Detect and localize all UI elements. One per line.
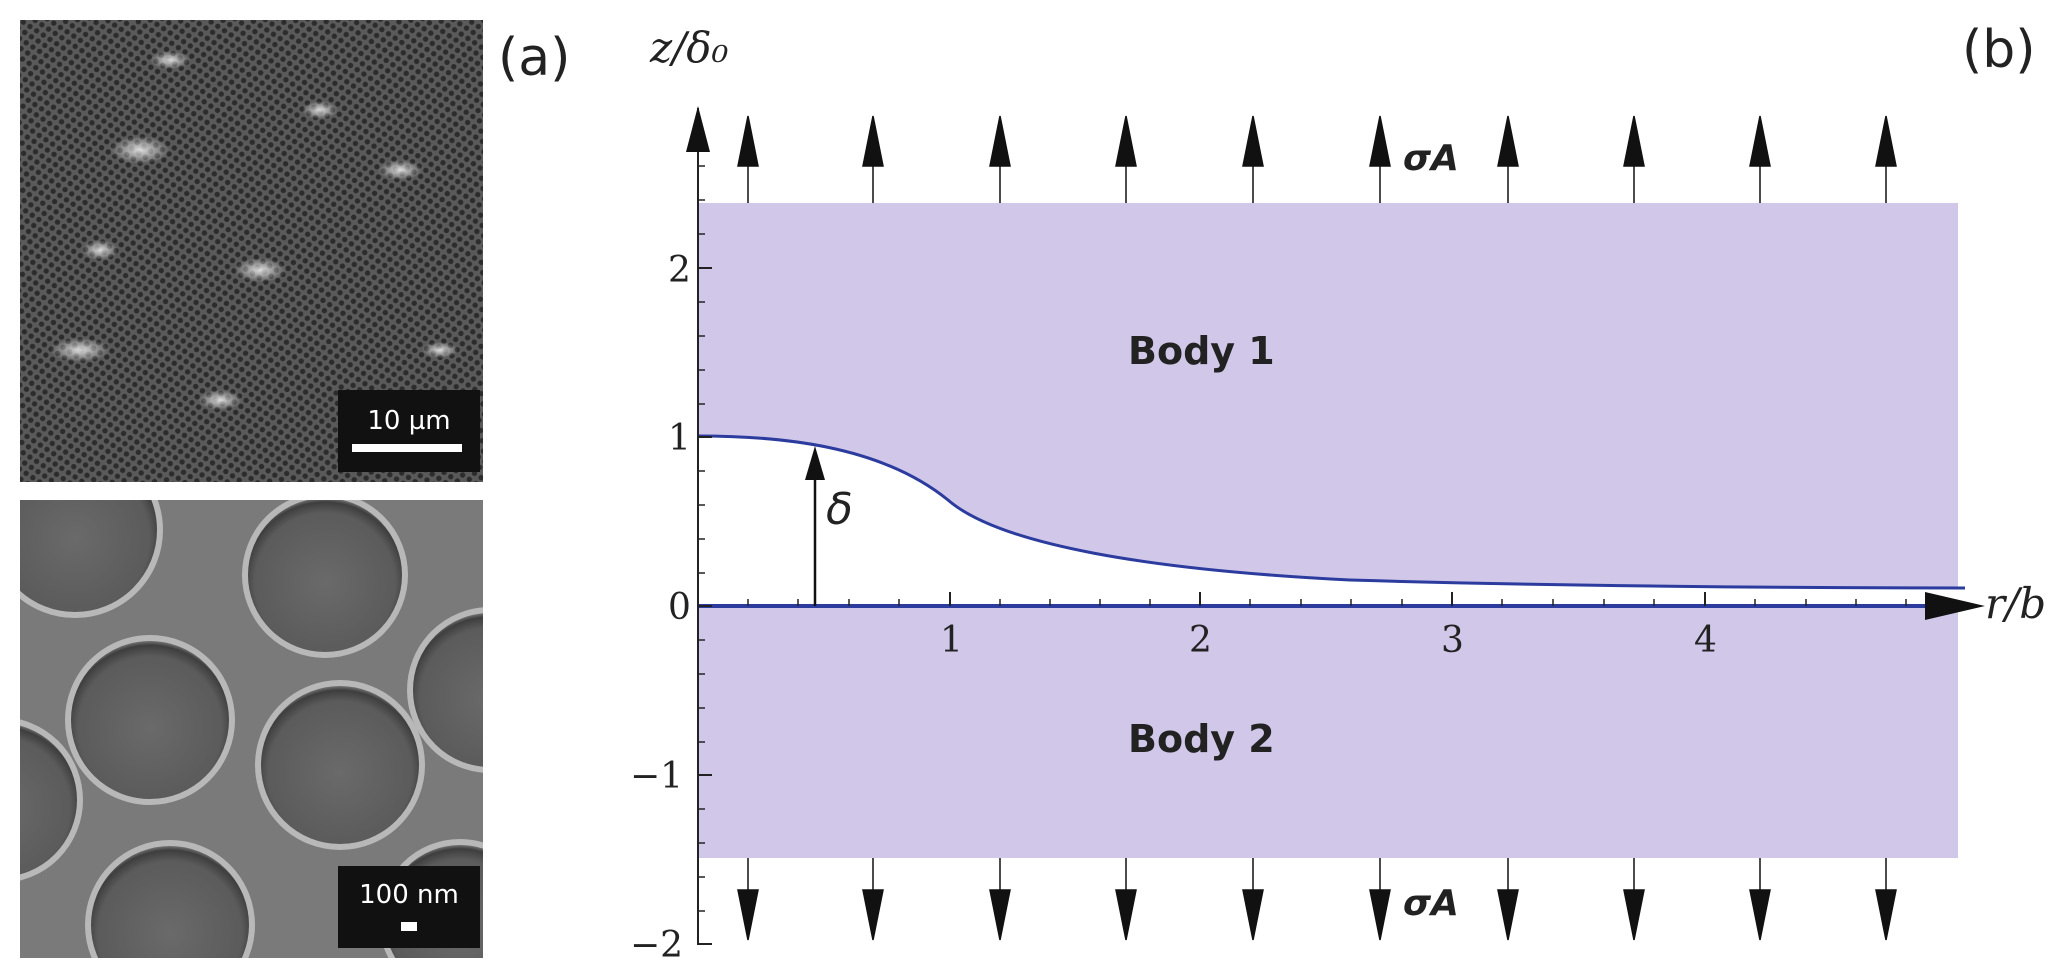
x-tick-label: 1 — [940, 620, 963, 661]
delta-arrowhead — [805, 446, 825, 480]
scale-bar-label: 100 nm — [359, 880, 459, 910]
upper-surface-curve — [697, 434, 1966, 590]
scale-bar-label: 10 µm — [367, 406, 451, 436]
scale-bar — [401, 922, 417, 931]
body-1-label: Body 1 — [1128, 329, 1275, 373]
y-axis-label: z/δ₀ — [649, 23, 729, 72]
delta-label: δ — [826, 484, 853, 535]
x-tick-label: 4 — [1694, 620, 1717, 661]
y-ticks-major — [698, 267, 712, 945]
x-tick-label: 2 — [1189, 620, 1212, 661]
y-axis-arrowhead — [686, 106, 710, 152]
y-tick-label: −1 — [630, 756, 683, 797]
panel-label-a: (a) — [498, 28, 571, 88]
y-tick-label: 0 — [668, 587, 691, 628]
x-ticks-major — [949, 592, 1706, 606]
panel-label-b: (b) — [1962, 20, 2036, 80]
scale-bar — [352, 444, 462, 452]
y-tick-label: 2 — [668, 250, 691, 291]
stress-arrows-top — [737, 115, 1897, 203]
sem-image-top: 10 µm — [20, 20, 483, 482]
sem-image-bottom: 100 nm — [20, 500, 483, 958]
stress-label-top: σA — [1403, 138, 1459, 179]
y-tick-label: 1 — [668, 418, 691, 459]
y-ticks-minor — [698, 165, 705, 912]
x-axis-label: r/b — [1985, 579, 2046, 628]
scale-bar-box-top: 10 µm — [338, 390, 480, 472]
y-tick-label: −2 — [630, 925, 683, 966]
scale-bar-box-bottom: 100 nm — [338, 866, 480, 948]
x-axis-arrowhead — [1925, 592, 1985, 620]
x-tick-label: 3 — [1441, 620, 1464, 661]
body-2-label: Body 2 — [1128, 717, 1275, 761]
x-ticks-minor — [747, 599, 1907, 606]
gap-region — [698, 436, 1958, 606]
stress-arrows-bottom — [737, 858, 1897, 941]
porous-surface-texture — [20, 20, 483, 482]
stress-label-bottom: σA — [1403, 883, 1459, 924]
